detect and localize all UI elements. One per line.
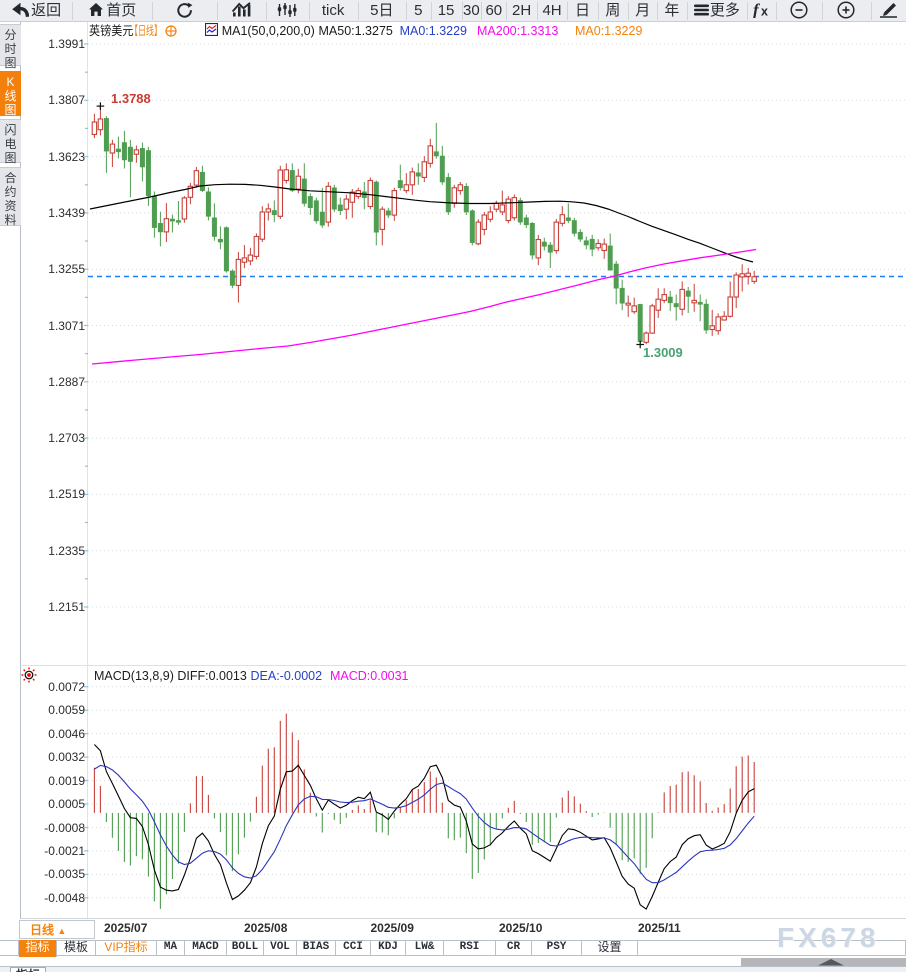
svg-text:f: f [753, 2, 761, 18]
svg-text:x: x [761, 5, 768, 19]
